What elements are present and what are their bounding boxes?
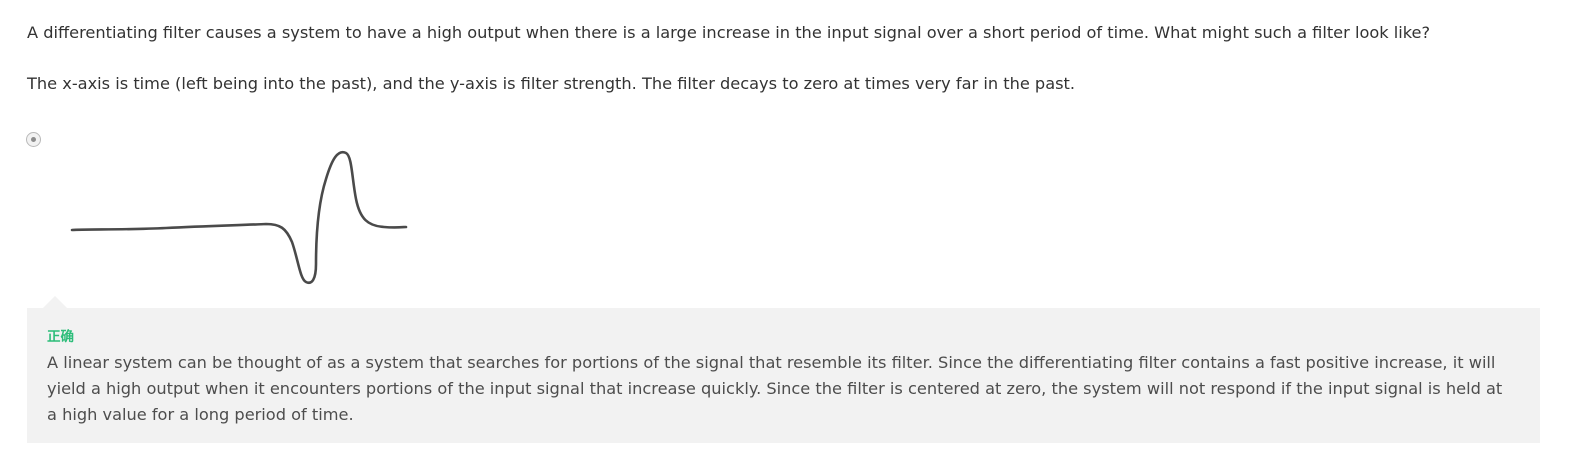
- question-axis-note: The x-axis is time (left being into the …: [27, 74, 1076, 93]
- option-radio-button[interactable]: [26, 132, 41, 147]
- answer-option[interactable]: [26, 132, 426, 292]
- question-text: A differentiating filter causes a system…: [27, 23, 1431, 42]
- filter-curve-image: [70, 150, 408, 284]
- feedback-status-label: 正确: [47, 329, 74, 345]
- filter-curve-line: [70, 150, 408, 284]
- feedback-explanation: A linear system can be thought of as a s…: [47, 353, 1503, 424]
- radio-selected-dot-icon: [31, 137, 36, 142]
- feedback-pointer-arrow-icon: [43, 296, 67, 308]
- answer-feedback-panel: 正确 A linear system can be thought of as …: [27, 296, 1540, 443]
